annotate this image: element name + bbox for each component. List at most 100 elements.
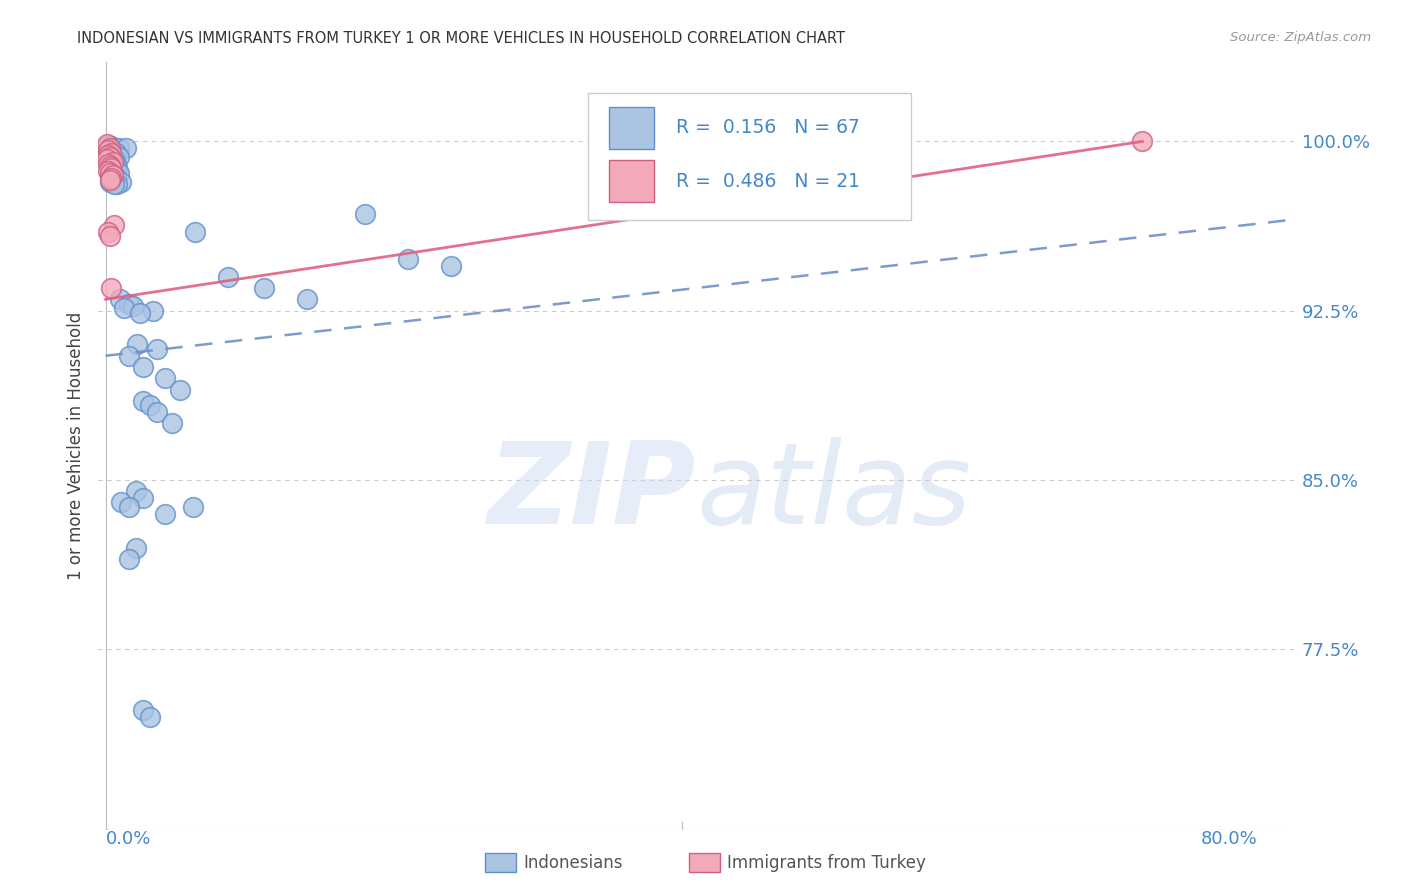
Point [122,299,145,313]
Point [125,541,148,555]
Point [101,168,124,182]
Point [127,337,149,351]
Point [107,166,129,180]
Text: R =  0.156   N = 67: R = 0.156 N = 67 [676,118,859,137]
Point [103,153,125,167]
Text: Immigrants from Turkey: Immigrants from Turkey [727,854,925,871]
Point [217,269,239,284]
Y-axis label: 1 or more Vehicles in Household: 1 or more Vehicles in Household [66,312,84,580]
Point [96,139,118,153]
Point [98,150,121,164]
Point [103,141,125,155]
Point [160,417,183,431]
Point [107,141,129,155]
Point [98,170,121,185]
Point [132,359,155,374]
Point [125,484,148,499]
Point [440,259,463,273]
Point [101,154,124,169]
FancyBboxPatch shape [609,106,654,149]
Point [97,157,120,171]
Text: Indonesians: Indonesians [523,854,623,871]
Point [101,168,124,182]
Point [98,173,121,187]
Text: INDONESIAN VS IMMIGRANTS FROM TURKEY 1 OR MORE VEHICLES IN HOUSEHOLD CORRELATION: INDONESIAN VS IMMIGRANTS FROM TURKEY 1 O… [77,31,845,46]
Point [146,342,169,356]
Point [100,153,122,167]
Point [104,163,127,178]
Point [132,491,155,505]
Text: 80.0%: 80.0% [1201,830,1257,847]
Point [101,157,124,171]
Point [97,225,120,239]
FancyBboxPatch shape [589,93,911,219]
Point [103,168,125,182]
Point [100,173,122,187]
Point [103,159,125,173]
Point [129,306,152,320]
Point [104,170,127,185]
Point [110,495,132,509]
Point [100,281,122,295]
Point [96,136,118,151]
Point [132,393,155,408]
Point [97,148,120,162]
Point [104,157,127,171]
FancyBboxPatch shape [609,161,654,202]
Point [110,175,132,189]
Text: R =  0.486   N = 21: R = 0.486 N = 21 [676,172,859,191]
Point [132,703,155,717]
Point [105,161,128,176]
Point [104,145,127,160]
Point [295,293,318,307]
Point [101,145,124,160]
Point [103,218,125,232]
Point [97,163,120,178]
Point [100,166,122,180]
Point [112,301,135,316]
Text: 0.0%: 0.0% [105,830,150,847]
Point [114,141,136,155]
Point [100,145,122,160]
Point [183,500,205,514]
Point [146,405,169,419]
Point [98,148,121,162]
Point [153,507,176,521]
Point [100,170,122,185]
Point [98,154,121,169]
Point [253,281,276,295]
Point [139,398,162,412]
Point [169,383,191,397]
Point [98,229,121,244]
Point [98,141,121,155]
Point [101,154,124,169]
Point [353,206,375,220]
Text: atlas: atlas [696,436,972,548]
Point [100,163,122,178]
Point [396,252,419,266]
Point [98,159,121,173]
Point [98,175,121,189]
Point [98,166,121,180]
Point [101,173,124,187]
Point [97,144,120,158]
Point [108,293,131,307]
Point [98,150,121,164]
Point [142,303,165,318]
Point [100,161,122,176]
Point [98,159,121,173]
Point [153,371,176,385]
Point [118,500,141,514]
Point [107,150,129,164]
Point [96,153,118,167]
Text: Source: ZipAtlas.com: Source: ZipAtlas.com [1230,31,1371,45]
Point [139,710,162,724]
Point [97,144,120,158]
Point [184,225,207,239]
Text: ZIP: ZIP [488,436,696,548]
Point [98,161,121,176]
Point [105,178,128,192]
Point [103,178,125,192]
Point [118,349,141,363]
Point [118,551,141,566]
